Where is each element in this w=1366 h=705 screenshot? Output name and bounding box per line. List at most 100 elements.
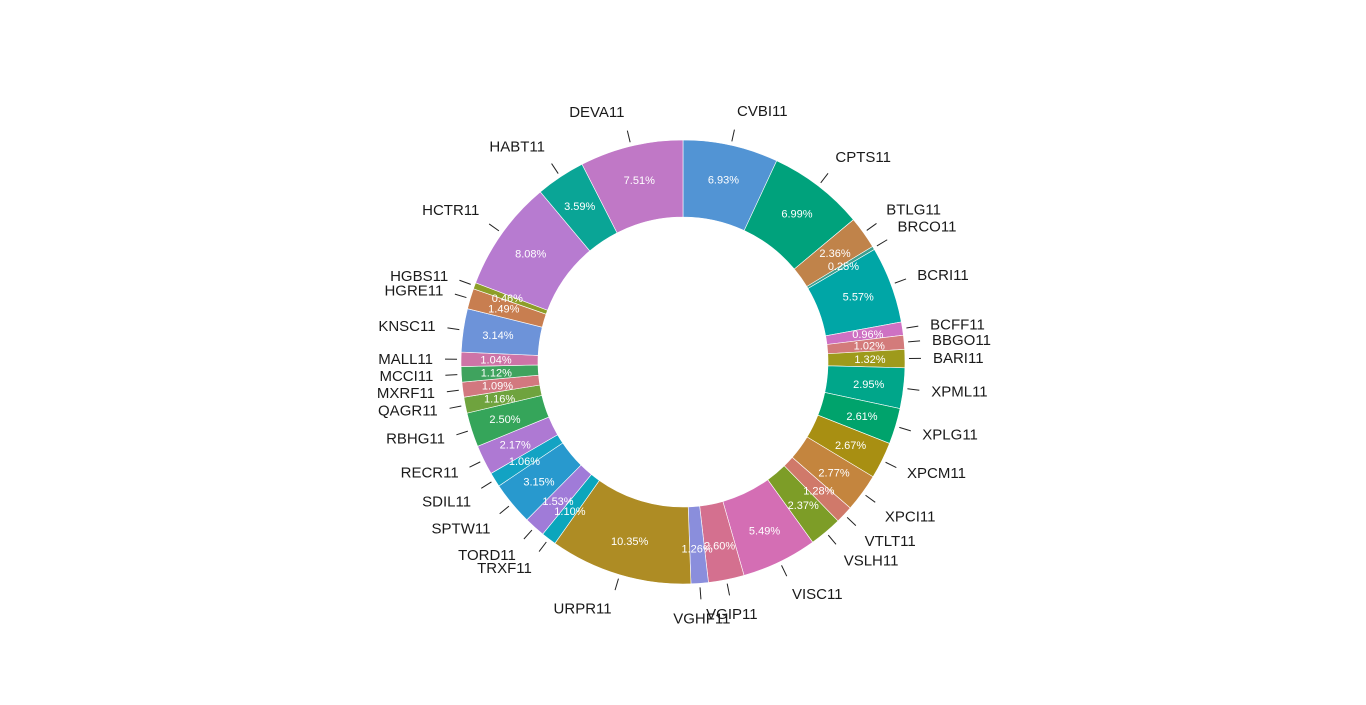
percent-label-btlg11: 2.36% <box>819 248 850 260</box>
slice-deva11 <box>581 139 684 234</box>
category-label-hgre11: HGRE11 <box>384 283 443 300</box>
category-label-bcff11: BCFF11 <box>930 316 985 333</box>
leader-line-recr11 <box>469 461 481 468</box>
percent-label-mxrf11: 1.09% <box>482 380 513 392</box>
percent-label-hgre11: 1.49% <box>488 304 519 316</box>
leader-line-bbgo11 <box>908 340 921 343</box>
leader-line-cpts11 <box>820 173 829 184</box>
category-label-sptw11: SPTW11 <box>432 520 491 537</box>
leader-line-rbhg11 <box>456 430 468 436</box>
category-label-mall11: MALL11 <box>378 351 433 368</box>
percent-label-vslh11: 2.37% <box>788 500 819 512</box>
category-label-tord11: TORD11 <box>458 547 516 564</box>
category-label-bbgo11: BBGO11 <box>932 332 991 349</box>
leader-line-vslh11 <box>827 534 837 545</box>
percent-label-hctr11: 8.08% <box>515 249 546 261</box>
category-label-brco11: BRCO11 <box>898 219 957 236</box>
percent-label-cpts11: 6.99% <box>781 209 812 221</box>
leader-line-mxrf11 <box>446 389 459 393</box>
category-label-xplg11: XPLG11 <box>922 426 978 443</box>
leader-line-xpcm11 <box>885 461 897 469</box>
category-label-vslh11: VSLH11 <box>844 553 899 570</box>
category-label-bcri11: BCRI11 <box>917 267 968 284</box>
percent-label-bbgo11: 1.02% <box>854 340 885 352</box>
percent-label-xpcm11: 2.67% <box>835 440 866 452</box>
percent-label-bcri11: 5.57% <box>843 292 874 304</box>
category-label-sdil11: SDIL11 <box>422 494 471 511</box>
percent-label-sptw11: 3.15% <box>523 476 554 488</box>
category-label-bari11: BARI11 <box>933 350 984 367</box>
percent-label-habt11: 3.59% <box>564 201 595 213</box>
percent-label-mcci11: 1.12% <box>481 367 512 379</box>
percent-label-xplg11: 2.61% <box>846 411 877 423</box>
leader-line-hgbs11 <box>459 279 471 285</box>
leader-line-cvbi11 <box>731 129 735 142</box>
percent-label-knsc11: 3.14% <box>482 330 513 342</box>
percent-label-qagr11: 1.16% <box>484 393 515 405</box>
percent-label-recr11: 2.17% <box>500 440 531 452</box>
category-label-vgip11: VGIP11 <box>706 606 757 623</box>
leader-line-vgip11 <box>726 583 731 596</box>
percent-label-deva11: 7.51% <box>624 175 655 187</box>
leader-line-vghf11 <box>699 587 702 600</box>
leader-line-vtlt11 <box>846 516 857 526</box>
category-label-cvbi11: CVBI11 <box>737 103 788 120</box>
leader-line-tord11 <box>523 529 533 540</box>
percent-label-visc11: 5.49% <box>749 525 780 537</box>
category-label-rbhg11: RBHG11 <box>386 430 445 447</box>
percent-label-xpci11: 2.77% <box>818 467 849 479</box>
leader-line-trxf11 <box>538 541 547 552</box>
category-label-mcci11: MCCI11 <box>379 368 433 385</box>
category-label-trxf11: TRXF11 <box>477 560 532 577</box>
category-label-vtlt11: VTLT11 <box>865 533 916 550</box>
category-label-knsc11: KNSC11 <box>378 318 435 335</box>
category-label-urpr11: URPR11 <box>554 601 612 618</box>
category-label-qagr11: QAGR11 <box>378 403 438 420</box>
percent-label-hgbs11: 0.46% <box>492 293 523 305</box>
category-label-hctr11: HCTR11 <box>422 202 479 219</box>
percent-label-vghf11: 1.26% <box>681 543 712 555</box>
percent-label-bcff11: 0.96% <box>852 329 883 341</box>
category-label-hgbs11: HGBS11 <box>390 268 448 285</box>
percent-labels-layer: 6.93% 6.99% 2.36%0.25% 5.57% 0.96%1.02% 1.32%… <box>480 174 885 555</box>
percent-label-tord11: 1.53% <box>542 496 573 508</box>
leader-line-hctr11 <box>488 223 500 232</box>
leader-line-bcri11 <box>894 278 907 284</box>
leader-line-knsc11 <box>447 327 460 331</box>
leader-line-urpr11 <box>614 578 619 591</box>
category-label-habt11: HABT11 <box>489 139 545 156</box>
percent-label-bari11: 1.32% <box>854 354 885 366</box>
percent-label-cvbi11: 6.93% <box>708 174 739 186</box>
percent-label-mall11: 1.04% <box>480 355 511 367</box>
category-label-xpcm11: XPCM11 <box>907 465 966 482</box>
leader-line-deva11 <box>626 130 631 143</box>
category-label-visc11: VISC11 <box>792 586 843 603</box>
leader-line-btlg11 <box>866 223 877 231</box>
leader-line-qagr11 <box>449 405 462 409</box>
leader-line-sptw11 <box>499 505 510 515</box>
leader-line-hgre11 <box>454 293 467 299</box>
category-label-vghf11: VGHF11 <box>673 610 730 627</box>
leader-line-brco11 <box>876 239 888 247</box>
category-label-mxrf11: MXRF11 <box>377 385 435 402</box>
percent-label-trxf11: 1.10% <box>554 506 585 518</box>
percent-label-sdil11: 1.06% <box>509 456 540 468</box>
slices-layer <box>460 139 906 585</box>
leader-line-mcci11 <box>445 374 458 376</box>
leader-line-xpci11 <box>865 494 876 503</box>
percent-label-vgip11: 2.60% <box>704 540 735 552</box>
category-label-cpts11: CPTS11 <box>835 149 891 166</box>
percent-label-xpml11: 2.95% <box>853 379 884 391</box>
category-label-xpml11: XPML11 <box>931 384 987 401</box>
leader-line-habt11 <box>551 163 559 174</box>
category-label-deva11: DEVA11 <box>569 104 624 121</box>
leader-line-sdil11 <box>480 481 492 489</box>
leader-line-xplg11 <box>899 426 911 432</box>
percent-label-vtlt11: 1.28% <box>803 486 834 498</box>
category-label-xpci11: XPCI11 <box>885 508 936 525</box>
leader-lines-layer <box>445 129 921 600</box>
leader-line-bcff11 <box>906 325 919 329</box>
